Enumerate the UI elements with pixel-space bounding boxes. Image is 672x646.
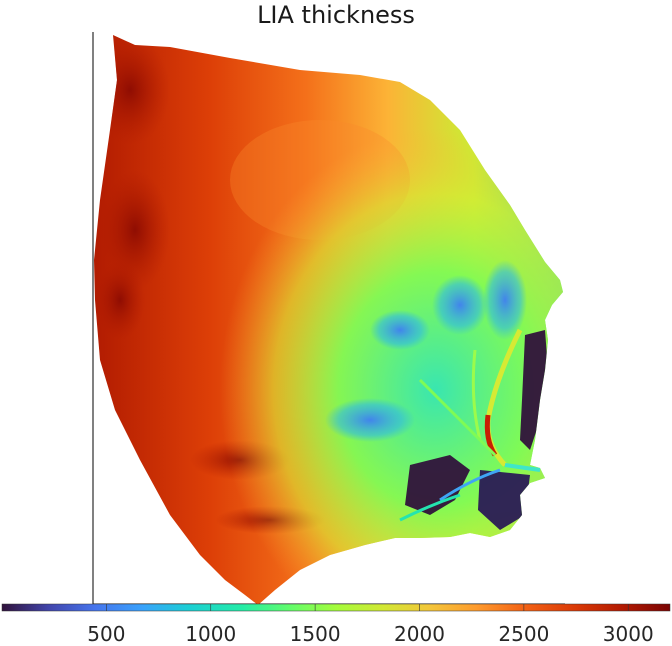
colorbar-tick-label: 2000 (394, 622, 445, 646)
colorbar (1, 603, 671, 612)
colorbar-tick-label: 2500 (498, 622, 549, 646)
colorbar-tick-label: 500 (87, 622, 125, 646)
colorbar-tick-label: 1000 (185, 622, 236, 646)
colorbar-tick-label: 1500 (290, 622, 341, 646)
map-title: LIA thickness (257, 1, 415, 29)
colorbar-ticks: 500 1000 1500 2000 2500 3000 (87, 604, 654, 646)
colorbar-tick-label: 3000 (603, 622, 654, 646)
ice-domain (94, 35, 563, 605)
